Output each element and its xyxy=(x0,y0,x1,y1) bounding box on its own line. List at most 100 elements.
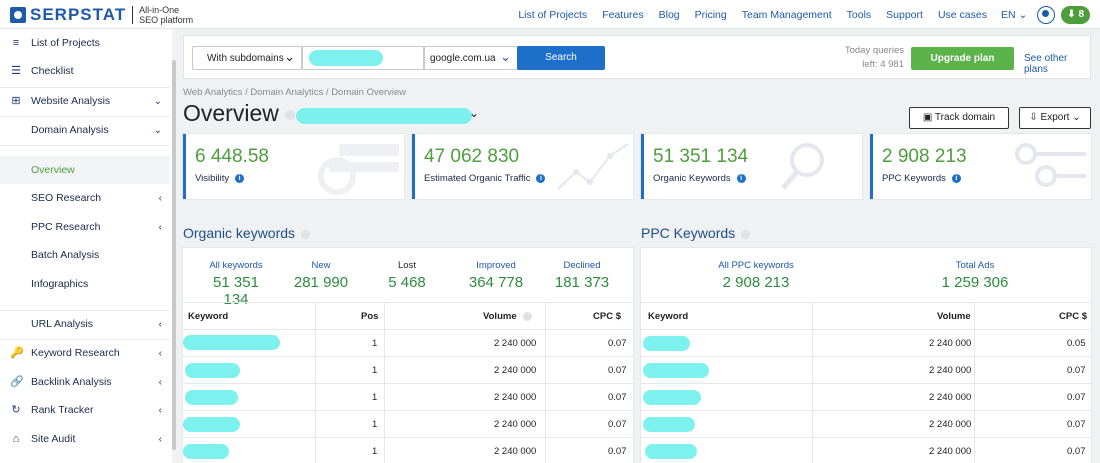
info-icon[interactable]: i xyxy=(736,173,746,183)
stat-declined[interactable]: Declined 181 373 xyxy=(549,260,615,291)
col-volume[interactable]: Volume xyxy=(937,311,971,322)
nav-pricing[interactable]: Pricing xyxy=(694,8,727,21)
sidebar-item-label: Rank Tracker xyxy=(31,404,94,416)
table-header: Keyword Volume CPC $ xyxy=(641,302,1091,330)
stat-all-ppc-keywords[interactable]: All PPC keywords 2 908 213 xyxy=(711,260,801,291)
nav-list-of-projects[interactable]: List of Projects xyxy=(518,8,588,21)
sidebar-item-label: Website Analysis xyxy=(31,95,111,107)
logo-divider xyxy=(132,6,134,24)
table-row[interactable]: 2 240 000 0.07 xyxy=(641,410,1091,438)
upgrade-plan-button[interactable]: Upgrade plan xyxy=(911,47,1014,70)
search-button[interactable]: Search xyxy=(517,46,605,70)
visibility-label: Visibility i xyxy=(195,173,245,184)
chevron-down-icon: ⌄ xyxy=(153,124,162,136)
nav-features[interactable]: Features xyxy=(602,8,644,21)
info-icon[interactable]: i xyxy=(235,173,245,183)
sidebar-item-url-analysis[interactable]: URL Analysis ‹ xyxy=(0,310,170,338)
stat-total-ads[interactable]: Total Ads 1 259 306 xyxy=(935,260,1015,291)
chevron-left-icon: ‹ xyxy=(158,433,162,445)
col-keyword[interactable]: Keyword xyxy=(648,311,689,322)
col-keyword[interactable]: Keyword xyxy=(188,311,229,322)
sidebar-item-domain-analysis[interactable]: Domain Analysis ⌄ xyxy=(0,116,170,144)
chevron-down-icon[interactable]: ⌄ xyxy=(469,106,480,120)
track-icon: ▣ xyxy=(922,112,935,123)
sidebar-item-seo-research[interactable]: SEO Research ‹ xyxy=(0,184,170,212)
stat-label: All keywords xyxy=(209,260,263,271)
table-row[interactable]: 1 2 240 000 0.07 xyxy=(183,437,633,463)
organic-keywords-card[interactable]: 51 351 134 Organic Keywords i xyxy=(641,134,862,199)
sidebar-item-label: Site Audit xyxy=(31,433,76,445)
pos-cell: 1 xyxy=(372,338,378,349)
table-row[interactable]: 2 240 000 0.07 xyxy=(641,437,1091,463)
col-volume[interactable]: Volume xyxy=(483,311,517,322)
divider xyxy=(0,310,170,311)
link-icon: 🔗 xyxy=(10,376,24,388)
table-row[interactable]: 1 2 240 000 0.07 xyxy=(183,383,633,411)
table-row[interactable]: 1 2 240 000 0.07 xyxy=(183,356,633,384)
stat-value: 5 468 xyxy=(388,274,426,291)
info-icon[interactable] xyxy=(301,229,311,239)
track-domain-button[interactable]: ▣ Track domain xyxy=(909,107,1009,129)
table-row[interactable]: 1 2 240 000 0.07 xyxy=(183,410,633,438)
col-pos[interactable]: Pos xyxy=(361,311,379,322)
nav-tools[interactable]: Tools xyxy=(846,8,872,21)
stat-all-keywords[interactable]: All keywords 51 351 134 xyxy=(201,260,271,308)
traffic-value: 47 062 830 xyxy=(424,146,520,167)
sidebar-item-batch-analysis[interactable]: Batch Analysis xyxy=(0,241,170,269)
cpc-cell: 0.07 xyxy=(608,338,627,349)
info-icon[interactable]: i xyxy=(951,173,961,183)
export-button[interactable]: ⇩ Export ⌄ xyxy=(1019,107,1091,129)
sidebar-item-overview[interactable]: Overview xyxy=(0,156,170,184)
nav-use-cases[interactable]: Use cases xyxy=(937,8,987,21)
stat-lost[interactable]: Lost 5 468 xyxy=(379,260,435,291)
volume-cell: 2 240 000 xyxy=(929,365,972,376)
user-avatar-icon[interactable] xyxy=(1037,5,1056,24)
subdomain-select[interactable]: With subdomains xyxy=(192,46,302,70)
col-cpc[interactable]: CPC $ xyxy=(1059,311,1087,322)
traffic-card[interactable]: 47 062 830 Estimated Organic Traffic i xyxy=(412,134,633,199)
sidebar-item-website-analysis[interactable]: ⊞ Website Analysis ⌄ xyxy=(0,87,170,115)
table-row[interactable]: 2 240 000 0.05 xyxy=(641,329,1091,357)
logo[interactable]: SERPSTAT All-in-One SEO platform xyxy=(10,5,199,25)
breadcrumb: Web Analytics / Domain Analytics / Domai… xyxy=(183,87,407,98)
volume-cell: 2 240 000 xyxy=(929,419,972,430)
cpc-cell: 0.05 xyxy=(1067,338,1086,349)
pos-cell: 1 xyxy=(372,392,378,403)
table-row[interactable]: 2 240 000 0.07 xyxy=(641,356,1091,384)
stat-new[interactable]: New 281 990 xyxy=(289,260,353,291)
sidebar-item-checklist[interactable]: ☰ Checklist xyxy=(0,57,170,85)
sidebar-item-ppc-research[interactable]: PPC Research ‹ xyxy=(0,213,170,241)
sidebar-item-site-audit[interactable]: ⌂ Site Audit ‹ xyxy=(0,425,170,453)
sidebar-item-list-of-projects[interactable]: ≡ List of Projects xyxy=(0,29,170,57)
table-row[interactable]: 2 240 000 0.07 xyxy=(641,383,1091,411)
info-icon[interactable] xyxy=(523,312,532,321)
sidebar-item-keyword-research[interactable]: 🔑 Keyword Research ‹ xyxy=(0,339,170,367)
nav-blog[interactable]: Blog xyxy=(658,8,680,21)
cpc-cell: 0.07 xyxy=(1067,446,1086,457)
sidebar-item-infographics[interactable]: Infographics xyxy=(0,270,170,298)
domain-input[interactable] xyxy=(302,46,424,70)
sidebar-scrollbar-thumb[interactable] xyxy=(172,60,176,450)
nav-team-management[interactable]: Team Management xyxy=(741,8,832,21)
database-select[interactable]: google.com.ua xyxy=(424,46,518,70)
redacted-keyword xyxy=(183,335,280,350)
see-other-plans-link[interactable]: See other plans xyxy=(1024,53,1068,75)
stat-value: 281 990 xyxy=(293,274,349,291)
nav-support[interactable]: Support xyxy=(886,8,923,21)
ppc-keywords-label: PPC Keywords i xyxy=(882,173,961,184)
col-cpc[interactable]: CPC $ xyxy=(593,311,621,322)
visibility-card[interactable]: 6 448.58 Visibility i xyxy=(183,134,404,199)
ppc-keywords-card[interactable]: 2 908 213 PPC Keywords i xyxy=(870,134,1091,199)
sidebar-item-label: List of Projects xyxy=(31,37,100,49)
info-icon[interactable]: i xyxy=(536,173,546,183)
language-selector[interactable]: EN ⌄ xyxy=(1000,8,1028,21)
sidebar-item-backlink-analysis[interactable]: 🔗 Backlink Analysis ‹ xyxy=(0,368,170,396)
info-icon[interactable] xyxy=(741,229,751,239)
table-row[interactable]: 1 2 240 000 0.07 xyxy=(183,329,633,357)
info-icon[interactable] xyxy=(285,110,295,120)
chevron-left-icon: ‹ xyxy=(158,404,162,416)
downloads-badge[interactable]: ⬇ 8 xyxy=(1061,5,1090,24)
organic-keywords-panel: All keywords 51 351 134 New 281 990 Lost… xyxy=(183,248,633,463)
sidebar-item-rank-tracker[interactable]: ↻ Rank Tracker ‹ xyxy=(0,396,170,424)
stat-improved[interactable]: Improved 364 778 xyxy=(461,260,531,291)
